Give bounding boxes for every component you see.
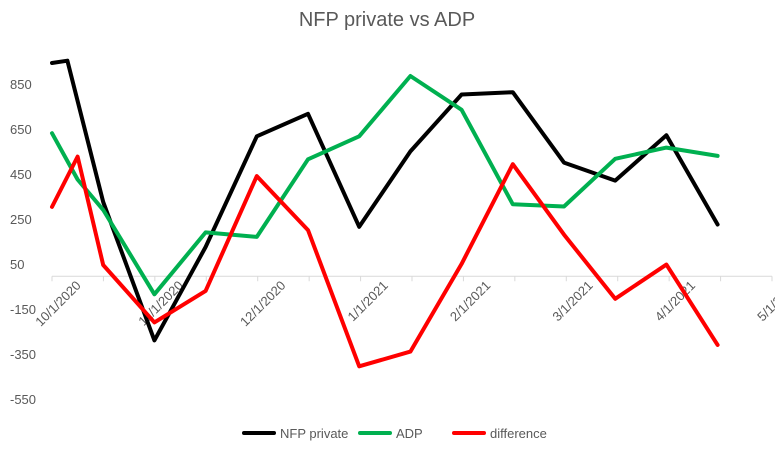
y-tick-label: -550 bbox=[10, 392, 36, 407]
legend-label: ADP bbox=[396, 426, 423, 441]
legend-item: NFP private bbox=[242, 426, 348, 441]
x-axis-ticks bbox=[51, 276, 773, 282]
legend-item: ADP bbox=[358, 426, 423, 441]
series-lines bbox=[50, 58, 720, 369]
legend-item: difference bbox=[452, 426, 547, 441]
y-tick-label: 850 bbox=[10, 77, 32, 92]
x-tick-label: 3/1/2021 bbox=[549, 278, 595, 324]
x-tick-label: 2/1/2021 bbox=[447, 278, 493, 324]
series-line-adp bbox=[50, 74, 720, 297]
legend: NFP private ADP difference bbox=[242, 426, 547, 441]
y-tick-label: 450 bbox=[10, 167, 32, 182]
y-tick-label: -150 bbox=[10, 302, 36, 317]
x-tick-label: 5/1/2021 bbox=[754, 278, 775, 324]
x-tick-label: 1/1/2021 bbox=[345, 278, 391, 324]
x-tick-label: 12/1/2020 bbox=[237, 278, 289, 330]
legend-label: difference bbox=[490, 426, 547, 441]
x-axis-labels: 10/1/2020 11/1/2020 12/1/2020 1/1/2021 2/1/2… bbox=[32, 278, 775, 330]
y-tick-label: -350 bbox=[10, 347, 36, 362]
x-tick-label: 10/1/2020 bbox=[32, 278, 84, 330]
legend-label: NFP private bbox=[280, 426, 348, 441]
y-axis-labels: 850 650 450 250 50 -150 -350 -550 bbox=[10, 77, 36, 407]
y-tick-label: 250 bbox=[10, 212, 32, 227]
series-line-difference bbox=[50, 154, 720, 369]
y-tick-label: 50 bbox=[10, 257, 24, 272]
chart-title: NFP private vs ADP bbox=[299, 9, 475, 31]
y-tick-label: 650 bbox=[10, 122, 32, 137]
